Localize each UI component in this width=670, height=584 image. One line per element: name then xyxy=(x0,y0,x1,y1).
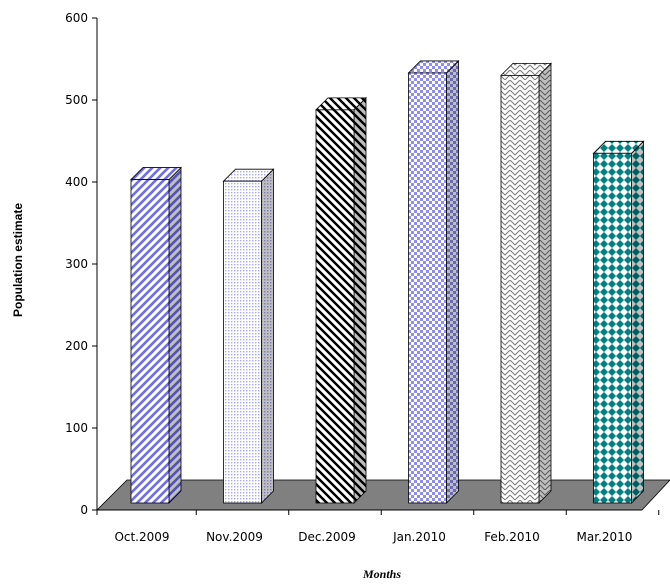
plot-floor xyxy=(96,479,670,511)
bar-Dec.2009 xyxy=(315,96,367,504)
bar-front xyxy=(408,72,447,504)
x-axis: Oct.2009 Nov.2009 Dec.2009 Jan.2010 Feb.2010… xyxy=(96,509,660,544)
bar-Mar.2010 xyxy=(592,140,645,504)
bar-Feb.2010 xyxy=(500,62,552,504)
bar-front xyxy=(130,179,170,504)
bar-side-shade xyxy=(631,141,644,504)
bar-side-shade xyxy=(169,167,181,504)
bar-Jan.2010 xyxy=(407,59,460,504)
y-tick-label: 600 xyxy=(65,11,88,25)
x-tick-label: Feb.2010 xyxy=(484,530,540,544)
bar-Oct.2009 xyxy=(130,166,182,504)
bar-front xyxy=(223,180,262,504)
y-tick-label: 100 xyxy=(65,421,88,435)
bar-side-shade xyxy=(539,63,551,504)
y-axis-label: Population estimate xyxy=(11,203,25,317)
x-tick-label: Jan.2010 xyxy=(392,530,446,544)
y-tick-label: 300 xyxy=(65,257,88,271)
bar-series xyxy=(130,59,645,504)
bar-side-shade xyxy=(354,97,366,503)
bar-Nov.2009 xyxy=(222,168,275,504)
y-tick-label: 500 xyxy=(65,93,88,107)
bar-front xyxy=(500,75,540,504)
bar-front xyxy=(593,152,632,504)
x-tick-label: Mar.2010 xyxy=(577,530,633,544)
y-tick-label: 200 xyxy=(65,339,88,353)
y-tick-label: 0 xyxy=(80,503,88,517)
bar-side-shade xyxy=(261,169,274,503)
x-tick-label: Nov.2009 xyxy=(206,530,263,544)
y-tick-label: 400 xyxy=(65,175,88,189)
x-axis-label: Months xyxy=(362,567,401,581)
x-tick-label: Dec.2009 xyxy=(298,530,356,544)
x-tick-label: Oct.2009 xyxy=(114,530,169,544)
y-axis: 0 100 200 300 400 500 600 xyxy=(65,11,98,517)
bar-side-shade xyxy=(446,60,459,503)
bar-front xyxy=(315,109,355,504)
